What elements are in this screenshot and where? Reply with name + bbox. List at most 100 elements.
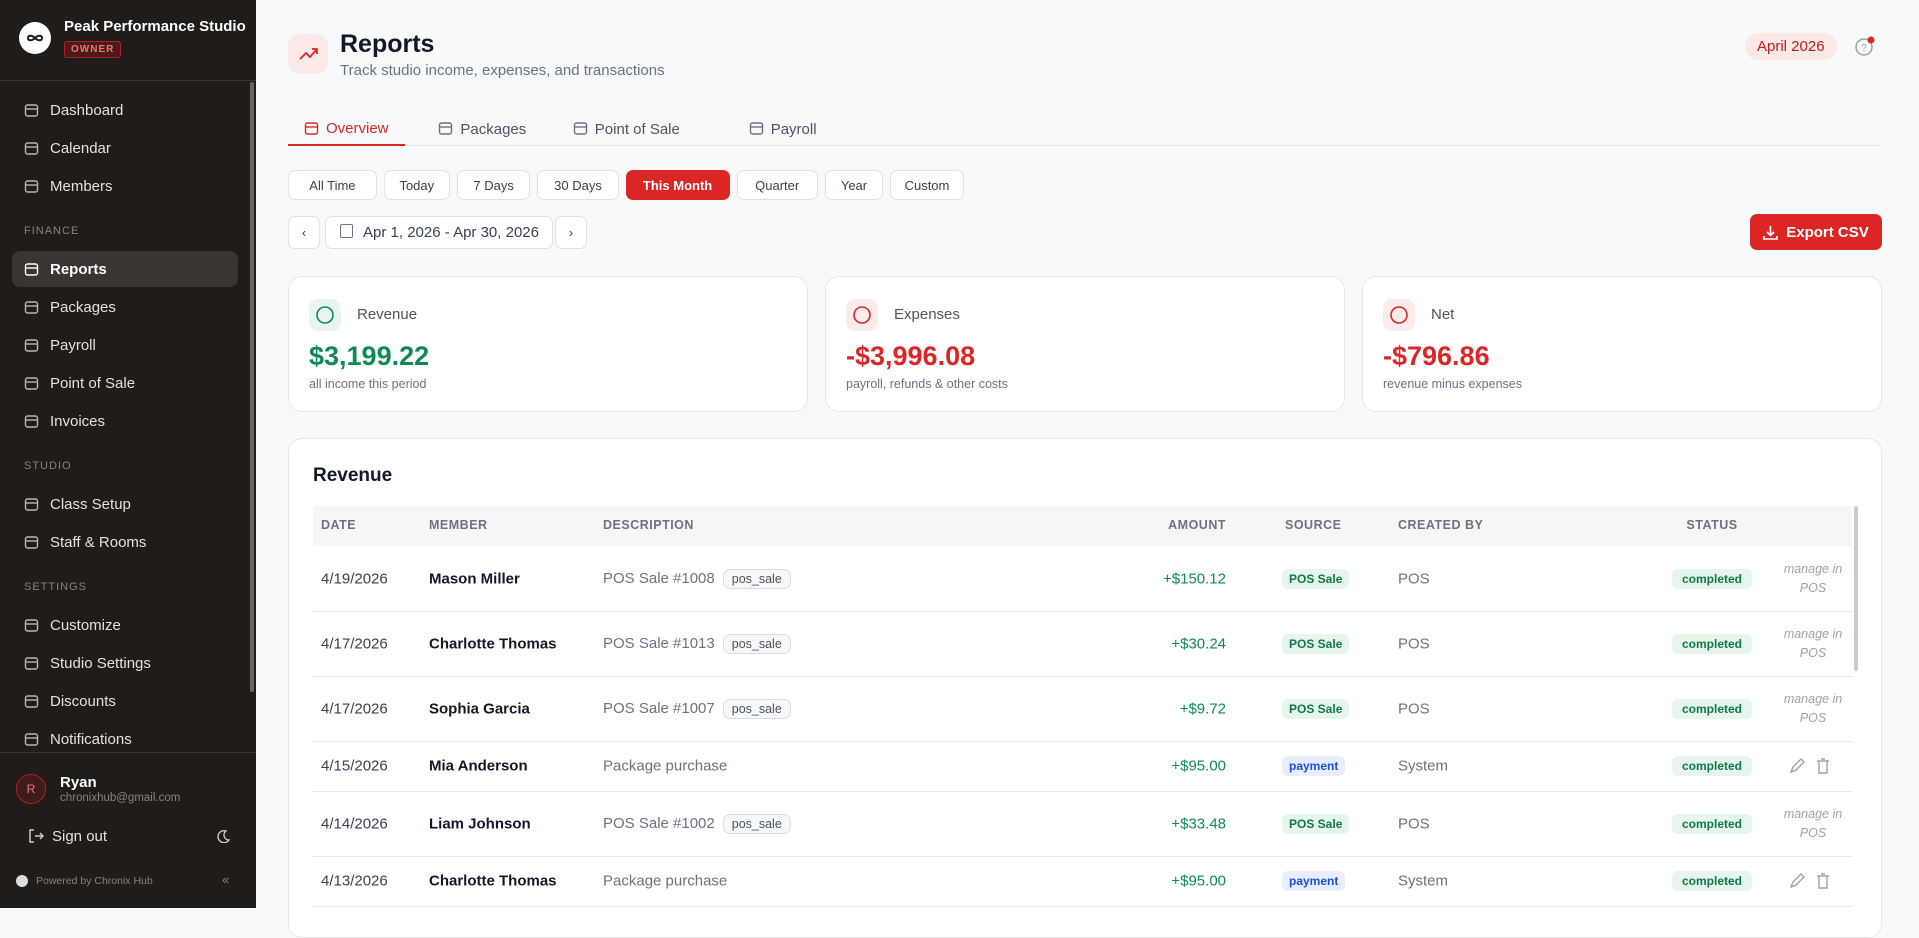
nav-item[interactable]: Notifications: [12, 721, 238, 752]
cell-created-by: POS: [1398, 700, 1430, 717]
export-label: Export CSV: [1786, 223, 1869, 241]
column-header: MEMBER: [429, 518, 488, 532]
status-badge: completed: [1672, 756, 1752, 776]
nav-item[interactable]: Members: [12, 168, 238, 204]
icon: [24, 142, 39, 155]
stat-card: Net -$796.86 revenue minus expenses: [1362, 276, 1882, 412]
cell-member: Mia Anderson: [429, 757, 528, 775]
tab[interactable]: Payroll: [733, 112, 833, 146]
nav-item[interactable]: Class Setup: [12, 486, 238, 522]
source-badge: POS Sale: [1282, 633, 1350, 654]
scrollbar: [250, 82, 254, 692]
prev-button[interactable]: ‹: [288, 216, 320, 249]
nav-item[interactable]: Calendar: [12, 130, 238, 166]
nav-item[interactable]: Dashboard: [12, 92, 238, 128]
manage-note: manage in POS: [1783, 561, 1843, 595]
manage-note: manage in POS: [1783, 626, 1843, 660]
tab[interactable]: Packages: [422, 112, 542, 146]
date-range[interactable]: Apr 1, 2026 - Apr 30, 2026: [325, 216, 553, 249]
filter-pill[interactable]: This Month: [625, 170, 730, 200]
cell-amount: +$95.00: [1171, 872, 1226, 890]
nav-heading: STUDIO: [24, 460, 72, 472]
source-badge: payment: [1282, 756, 1346, 776]
card-label: Net: [1431, 306, 1455, 323]
avatar: R: [16, 774, 46, 804]
column-header: CREATED BY: [1398, 518, 1484, 532]
cell-amount: +$9.72: [1179, 700, 1226, 717]
nav-item[interactable]: Staff & Rooms: [12, 524, 238, 560]
cell-member: Liam Johnson: [429, 815, 531, 832]
nav-item[interactable]: Customize: [12, 607, 238, 643]
row-actions: [1788, 757, 1838, 775]
stat-card: Expenses -$3,996.08 payroll, refunds & oth…: [825, 276, 1345, 412]
help[interactable]: ?: [1854, 36, 1876, 58]
icon: [24, 104, 39, 117]
theme-toggle[interactable]: [216, 829, 230, 843]
icon: [29, 829, 44, 843]
card-label: Expenses: [894, 306, 960, 323]
filter-pill[interactable]: Custom: [890, 170, 964, 200]
icon: [24, 415, 39, 428]
nav-item[interactable]: Invoices: [12, 403, 238, 439]
brand: Peak Performance Studio: [64, 18, 246, 35]
next-button[interactable]: ›: [555, 216, 587, 249]
tab[interactable]: Point of Sale: [557, 112, 696, 146]
filter-pill[interactable]: Year: [824, 170, 884, 200]
nav-item[interactable]: Payroll: [12, 327, 238, 363]
status-badge: completed: [1672, 871, 1752, 891]
export-button[interactable]: Export CSV: [1750, 214, 1882, 250]
nav-item[interactable]: Studio Settings: [12, 645, 238, 681]
cell-created-by: POS: [1398, 570, 1430, 587]
cell-created-by: POS: [1398, 815, 1430, 832]
card-note: payroll, refunds & other costs: [846, 377, 1008, 391]
cell-created-by: System: [1398, 757, 1449, 775]
nav-item[interactable]: Discounts: [12, 683, 238, 719]
column-header: DESCRIPTION: [603, 518, 694, 532]
role-badge: OWNER: [64, 41, 122, 58]
icon: [24, 339, 39, 352]
manage-note: manage in POS: [1783, 806, 1843, 840]
row-divider: [313, 741, 1852, 742]
icon: [24, 180, 39, 193]
card-icon: [1383, 299, 1415, 331]
filter-pill[interactable]: Quarter: [736, 170, 818, 200]
cell-member: Charlotte Thomas: [429, 872, 557, 890]
filter-pill[interactable]: 30 Days: [537, 170, 619, 200]
cell-amount: +$33.48: [1171, 815, 1226, 832]
nav-item[interactable]: Reports: [12, 251, 238, 287]
column-header: SOURCE: [1285, 518, 1342, 532]
icon: [24, 498, 39, 511]
card-value: -$796.86: [1383, 341, 1490, 371]
row-divider: [313, 611, 1852, 612]
main: Reports Track studio income, expenses, a…: [256, 0, 1919, 938]
card-icon: [309, 299, 341, 331]
status-badge: completed: [1672, 813, 1752, 834]
row-divider: [313, 791, 1852, 792]
column-header: DATE: [321, 518, 357, 532]
filter-pill[interactable]: Today: [383, 170, 450, 200]
row-divider: [313, 906, 1852, 907]
description: POS Sale #1002: [603, 815, 715, 832]
icon: [24, 657, 39, 670]
cell-description: POS Sale #1013 pos_sale: [603, 633, 791, 654]
date-range-text: Apr 1, 2026 - Apr 30, 2026: [363, 224, 539, 241]
nav-item[interactable]: Packages: [12, 289, 238, 325]
icon: [573, 122, 587, 135]
filter-pill[interactable]: All Time: [288, 170, 377, 200]
description: Package purchase: [603, 872, 728, 890]
page-title: Reports: [340, 30, 435, 58]
cell-created-by: System: [1398, 872, 1449, 890]
collapse[interactable]: «: [222, 872, 230, 887]
column-header: STATUS: [1686, 518, 1738, 532]
icon: [24, 377, 39, 390]
filter-pill[interactable]: 7 Days: [456, 170, 531, 200]
tag: pos_sale: [722, 698, 791, 719]
cell-created-by: POS: [1398, 635, 1430, 652]
sign-out[interactable]: Sign out: [52, 828, 108, 845]
tab[interactable]: Overview: [288, 112, 405, 146]
nav-item[interactable]: Point of Sale: [12, 365, 238, 401]
manage-note: manage in POS: [1783, 691, 1843, 725]
icon: [24, 733, 39, 746]
cell-description: Package purchase: [603, 758, 727, 775]
